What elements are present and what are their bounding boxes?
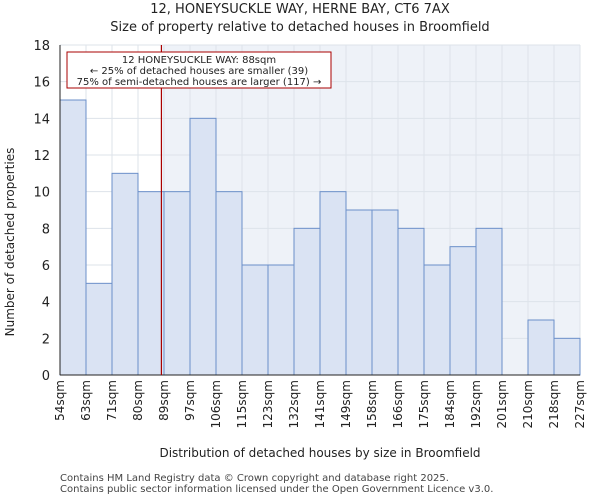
x-axis-label: Distribution of detached houses by size … bbox=[159, 446, 480, 460]
x-tick-label: 63sqm bbox=[79, 380, 93, 421]
x-tick-label: 54sqm bbox=[53, 380, 67, 421]
histogram-bar bbox=[371, 209, 399, 376]
y-tick-label: 16 bbox=[33, 76, 50, 91]
x-tick-label: 71sqm bbox=[105, 380, 119, 421]
x-tick-label: 115sqm bbox=[235, 380, 249, 428]
histogram-bar bbox=[319, 191, 347, 376]
x-tick-label: 89sqm bbox=[157, 380, 171, 421]
y-tick-label: 10 bbox=[33, 186, 50, 201]
y-tick-label: 6 bbox=[42, 259, 50, 274]
histogram-bar bbox=[85, 282, 113, 376]
x-tick-label: 227sqm bbox=[573, 380, 587, 428]
histogram-bar bbox=[215, 191, 243, 376]
histogram-bar bbox=[241, 264, 269, 376]
x-tick-label: 132sqm bbox=[287, 380, 301, 428]
x-tick-label: 80sqm bbox=[131, 380, 145, 421]
x-tick-label: 192sqm bbox=[469, 380, 483, 428]
histogram-bar bbox=[423, 264, 451, 376]
histogram-bar bbox=[345, 209, 373, 376]
chart-subtitle: Size of property relative to detached ho… bbox=[110, 20, 490, 35]
x-tick-label: 97sqm bbox=[183, 380, 197, 421]
histogram-bar bbox=[59, 99, 87, 376]
histogram-bar bbox=[293, 227, 321, 376]
x-tick-label: 201sqm bbox=[495, 380, 509, 428]
histogram-bar bbox=[397, 227, 425, 376]
histogram-bar bbox=[189, 117, 217, 376]
x-tick-label: 106sqm bbox=[209, 380, 223, 428]
histogram-bar bbox=[449, 246, 477, 376]
x-tick-label: 123sqm bbox=[261, 380, 275, 428]
x-tick-label: 166sqm bbox=[391, 380, 405, 428]
x-tick-label: 184sqm bbox=[443, 380, 457, 428]
x-tick-label: 141sqm bbox=[313, 380, 327, 428]
annotation-box bbox=[66, 51, 332, 89]
histogram-bar bbox=[267, 264, 295, 376]
histogram-bar bbox=[475, 227, 503, 376]
y-tick-label: 4 bbox=[42, 296, 50, 311]
annotation-line: 75% of semi-detached houses are larger (… bbox=[77, 77, 322, 88]
y-axis-label: Number of detached properties bbox=[3, 148, 17, 337]
y-tick-label: 8 bbox=[42, 222, 50, 237]
x-tick-label: 218sqm bbox=[547, 380, 561, 428]
y-tick-label: 2 bbox=[42, 332, 50, 347]
y-tick-label: 12 bbox=[33, 149, 50, 164]
x-tick-label: 158sqm bbox=[365, 380, 379, 428]
x-tick-label: 210sqm bbox=[521, 380, 535, 428]
x-tick-label: 175sqm bbox=[417, 380, 431, 428]
footer-copyright: Contains HM Land Registry data © Crown c… bbox=[60, 473, 449, 484]
y-tick-label: 18 bbox=[33, 39, 50, 54]
y-tick-label: 0 bbox=[42, 369, 50, 384]
chart-title: 12, HONEYSUCKLE WAY, HERNE BAY, CT6 7AX bbox=[150, 2, 450, 17]
footer-licence: Contains public sector information licen… bbox=[60, 484, 494, 495]
histogram-bar bbox=[163, 191, 191, 376]
x-tick-label: 149sqm bbox=[339, 380, 353, 428]
annotation-line: 12 HONEYSUCKLE WAY: 88sqm bbox=[122, 55, 276, 66]
histogram-bar bbox=[111, 172, 139, 376]
histogram-bar bbox=[527, 319, 555, 376]
histogram-bar bbox=[553, 337, 581, 376]
annotation-line: ← 25% of detached houses are smaller (39… bbox=[90, 66, 308, 77]
histogram-bar bbox=[137, 191, 165, 376]
y-tick-label: 14 bbox=[33, 112, 50, 127]
